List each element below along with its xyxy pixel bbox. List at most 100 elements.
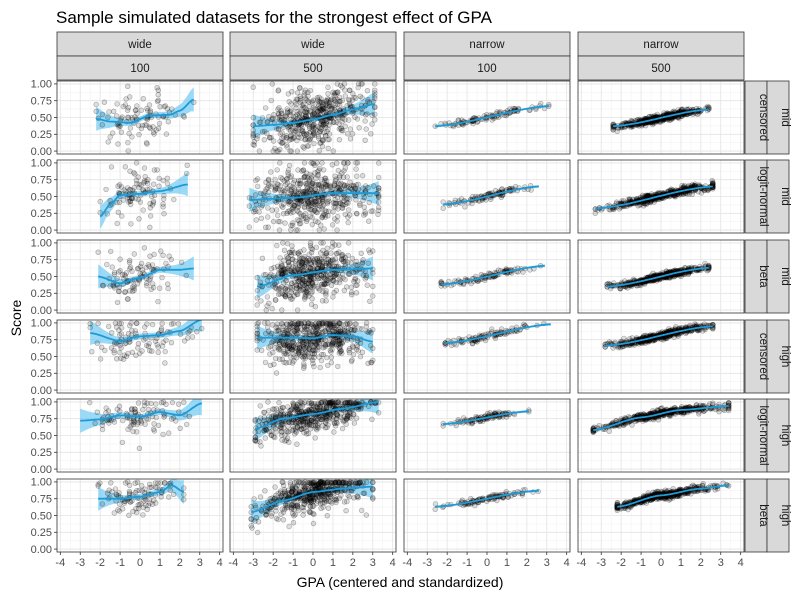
data-point bbox=[337, 341, 344, 347]
data-point bbox=[277, 146, 283, 153]
data-point bbox=[330, 89, 336, 96]
data-point bbox=[307, 274, 314, 280]
data-point bbox=[319, 206, 325, 212]
data-point bbox=[333, 200, 339, 207]
data-point bbox=[286, 199, 292, 205]
data-point bbox=[129, 288, 136, 294]
data-point bbox=[301, 294, 308, 300]
data-point bbox=[322, 214, 328, 220]
data-point bbox=[320, 329, 326, 335]
data-point bbox=[372, 111, 378, 118]
data-point bbox=[326, 320, 332, 326]
data-point bbox=[301, 326, 308, 333]
data-point bbox=[300, 128, 306, 134]
data-point bbox=[276, 291, 282, 298]
data-point bbox=[326, 103, 332, 109]
data-point bbox=[165, 285, 171, 292]
data-point bbox=[370, 326, 376, 333]
data-point bbox=[262, 128, 268, 135]
data-point bbox=[255, 320, 262, 326]
data-point bbox=[345, 259, 351, 265]
data-point bbox=[140, 207, 146, 213]
data-point bbox=[288, 199, 294, 206]
data-point bbox=[282, 343, 289, 349]
data-point bbox=[499, 186, 505, 192]
data-point bbox=[273, 126, 280, 132]
data-point bbox=[276, 116, 283, 123]
data-point bbox=[318, 186, 325, 193]
data-point bbox=[295, 351, 302, 357]
panel-border bbox=[56, 80, 224, 155]
data-point bbox=[315, 173, 321, 179]
data-point bbox=[334, 218, 340, 224]
data-point bbox=[310, 360, 316, 367]
data-point bbox=[314, 326, 320, 332]
x-tick-label: -4 bbox=[402, 557, 412, 569]
data-point bbox=[279, 140, 285, 147]
data-point bbox=[98, 344, 105, 350]
data-point bbox=[311, 125, 317, 131]
data-point bbox=[308, 182, 314, 189]
data-point bbox=[300, 276, 306, 283]
data-point bbox=[295, 189, 301, 195]
data-point bbox=[330, 340, 336, 346]
data-point bbox=[279, 270, 285, 277]
x-tick-label: 0 bbox=[484, 557, 490, 569]
data-point bbox=[311, 110, 317, 116]
data-point bbox=[325, 136, 331, 143]
data-point bbox=[353, 346, 360, 353]
data-point bbox=[253, 201, 260, 208]
data-point bbox=[147, 186, 153, 192]
data-point bbox=[322, 344, 328, 350]
data-point bbox=[115, 141, 121, 147]
data-point bbox=[288, 133, 294, 140]
data-point bbox=[488, 196, 494, 203]
data-point bbox=[272, 282, 278, 288]
data-point bbox=[307, 186, 313, 192]
data-point bbox=[341, 81, 348, 87]
data-point bbox=[277, 131, 283, 137]
data-point bbox=[93, 108, 99, 115]
data-point bbox=[289, 266, 295, 272]
data-point bbox=[278, 174, 284, 181]
data-point bbox=[301, 341, 307, 348]
data-point bbox=[329, 186, 335, 193]
data-point bbox=[296, 218, 302, 224]
data-point bbox=[352, 114, 358, 120]
data-point bbox=[469, 341, 476, 347]
data-point bbox=[276, 328, 282, 334]
data-point bbox=[250, 134, 256, 140]
data-point bbox=[349, 186, 355, 192]
data-point bbox=[319, 281, 325, 287]
data-point bbox=[339, 252, 345, 258]
facet-panel bbox=[56, 159, 224, 234]
data-point bbox=[347, 320, 353, 326]
data-point bbox=[316, 344, 322, 350]
data-point bbox=[663, 268, 670, 274]
data-point bbox=[302, 136, 309, 143]
y-tick-label: 0.25 bbox=[31, 208, 52, 220]
data-point bbox=[323, 106, 329, 112]
data-point bbox=[145, 262, 152, 268]
data-point bbox=[290, 220, 296, 226]
data-point bbox=[337, 320, 343, 326]
data-point bbox=[146, 263, 152, 270]
data-point bbox=[617, 286, 623, 292]
data-point bbox=[133, 352, 139, 359]
data-point bbox=[306, 201, 313, 208]
data-point bbox=[139, 122, 146, 129]
data-point bbox=[298, 122, 304, 128]
row-strip-label-level: high bbox=[779, 346, 791, 368]
data-point bbox=[304, 285, 310, 291]
data-point bbox=[326, 122, 332, 128]
data-point bbox=[376, 185, 382, 191]
data-point bbox=[290, 113, 297, 120]
data-point bbox=[307, 87, 313, 94]
data-point bbox=[338, 348, 344, 354]
data-point bbox=[270, 218, 277, 225]
data-point bbox=[265, 119, 271, 125]
data-point bbox=[333, 200, 339, 206]
data-point bbox=[306, 199, 312, 205]
data-point bbox=[345, 131, 351, 137]
data-point bbox=[702, 260, 708, 267]
